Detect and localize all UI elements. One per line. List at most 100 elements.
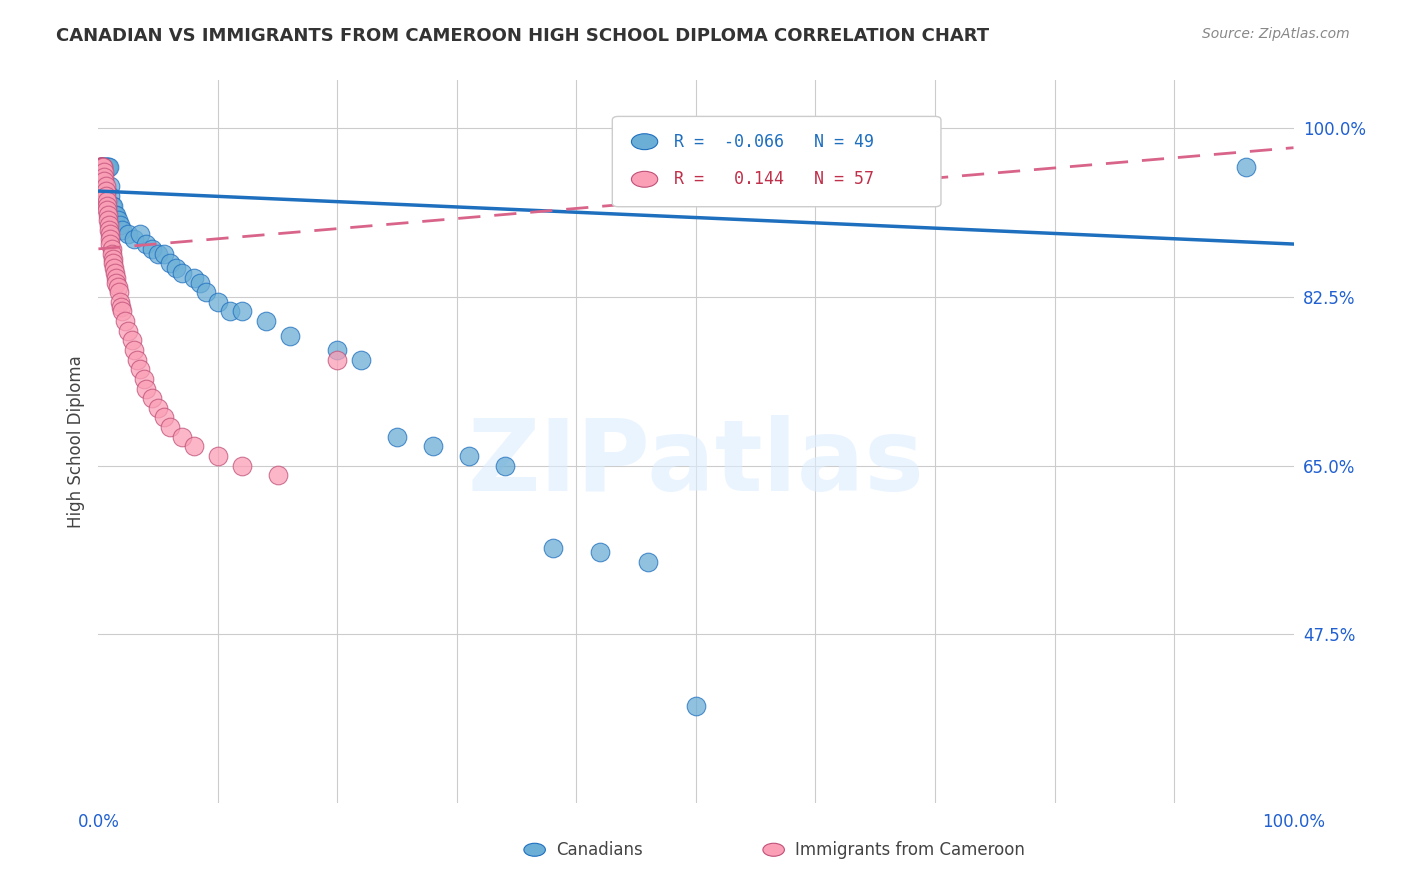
Point bbox=[267, 468, 290, 483]
Point bbox=[124, 343, 146, 357]
Point bbox=[98, 218, 121, 232]
Point bbox=[100, 246, 122, 260]
Point bbox=[94, 160, 117, 174]
Point bbox=[101, 252, 124, 266]
Point bbox=[91, 160, 114, 174]
Point bbox=[188, 276, 211, 290]
Point bbox=[135, 382, 157, 396]
Circle shape bbox=[631, 134, 658, 150]
Point bbox=[97, 213, 120, 227]
Point bbox=[90, 160, 112, 174]
Point bbox=[100, 242, 122, 256]
Point bbox=[94, 184, 117, 198]
Point bbox=[94, 160, 117, 174]
Point bbox=[121, 334, 143, 348]
Point bbox=[91, 160, 114, 174]
FancyBboxPatch shape bbox=[613, 117, 941, 207]
Point bbox=[117, 324, 139, 338]
Point bbox=[93, 160, 115, 174]
Point bbox=[91, 160, 114, 174]
Point bbox=[89, 160, 111, 174]
Point bbox=[89, 160, 111, 174]
Point bbox=[114, 314, 136, 328]
Point bbox=[231, 458, 253, 473]
Point bbox=[103, 208, 125, 222]
Point bbox=[91, 160, 114, 174]
Text: R =  -0.066   N = 49: R = -0.066 N = 49 bbox=[675, 133, 875, 151]
Point bbox=[172, 266, 194, 280]
Point bbox=[219, 304, 242, 318]
Point bbox=[125, 352, 148, 367]
Point bbox=[101, 256, 124, 270]
Point bbox=[90, 160, 112, 174]
Point bbox=[96, 160, 118, 174]
Point bbox=[98, 222, 121, 236]
Point bbox=[172, 430, 194, 444]
Point bbox=[350, 352, 373, 367]
Point bbox=[129, 362, 152, 376]
Point bbox=[129, 227, 152, 242]
Point bbox=[124, 232, 146, 246]
Point bbox=[110, 300, 132, 314]
Point bbox=[96, 198, 118, 212]
Point bbox=[165, 261, 187, 276]
Point bbox=[132, 372, 155, 386]
Point bbox=[159, 420, 181, 434]
Point bbox=[458, 449, 481, 463]
Point bbox=[91, 165, 114, 179]
Point bbox=[93, 169, 115, 184]
Point bbox=[105, 276, 128, 290]
Point bbox=[90, 160, 112, 174]
Point bbox=[108, 218, 131, 232]
Point bbox=[98, 227, 122, 242]
Point bbox=[111, 222, 134, 236]
Point bbox=[98, 189, 122, 203]
Point bbox=[141, 242, 163, 256]
Point bbox=[278, 328, 301, 343]
Text: Source: ZipAtlas.com: Source: ZipAtlas.com bbox=[1202, 27, 1350, 41]
Point bbox=[91, 160, 114, 174]
Point bbox=[326, 352, 349, 367]
Text: ZIPatlas: ZIPatlas bbox=[468, 415, 924, 512]
Point bbox=[100, 198, 122, 212]
Point bbox=[104, 266, 127, 280]
Point bbox=[103, 261, 125, 276]
Point bbox=[148, 401, 170, 415]
Point bbox=[135, 237, 157, 252]
Point bbox=[541, 541, 564, 555]
Point bbox=[98, 160, 121, 174]
Point bbox=[159, 256, 181, 270]
Point bbox=[183, 439, 205, 453]
Point bbox=[111, 304, 134, 318]
Point bbox=[117, 227, 139, 242]
Point bbox=[96, 194, 118, 208]
Point bbox=[105, 270, 128, 285]
Point bbox=[207, 294, 229, 309]
Point bbox=[153, 246, 176, 260]
Point bbox=[183, 270, 205, 285]
Point bbox=[107, 285, 129, 300]
Point bbox=[422, 439, 444, 453]
Point bbox=[231, 304, 253, 318]
Point bbox=[148, 246, 170, 260]
Point bbox=[93, 174, 115, 188]
Point bbox=[101, 198, 124, 212]
Point bbox=[96, 203, 118, 218]
Point bbox=[385, 430, 409, 444]
Point bbox=[104, 208, 127, 222]
Point bbox=[254, 314, 277, 328]
Point bbox=[685, 699, 707, 714]
Point bbox=[141, 391, 163, 405]
Point bbox=[97, 208, 120, 222]
Point bbox=[195, 285, 218, 300]
Point bbox=[1234, 160, 1257, 174]
Y-axis label: High School Diploma: High School Diploma bbox=[66, 355, 84, 528]
Point bbox=[94, 179, 117, 194]
Point bbox=[93, 165, 115, 179]
Point bbox=[637, 555, 659, 569]
Point bbox=[94, 189, 117, 203]
Point bbox=[153, 410, 176, 425]
Point bbox=[589, 545, 612, 559]
Text: CANADIAN VS IMMIGRANTS FROM CAMEROON HIGH SCHOOL DIPLOMA CORRELATION CHART: CANADIAN VS IMMIGRANTS FROM CAMEROON HIG… bbox=[56, 27, 990, 45]
Point bbox=[207, 449, 229, 463]
